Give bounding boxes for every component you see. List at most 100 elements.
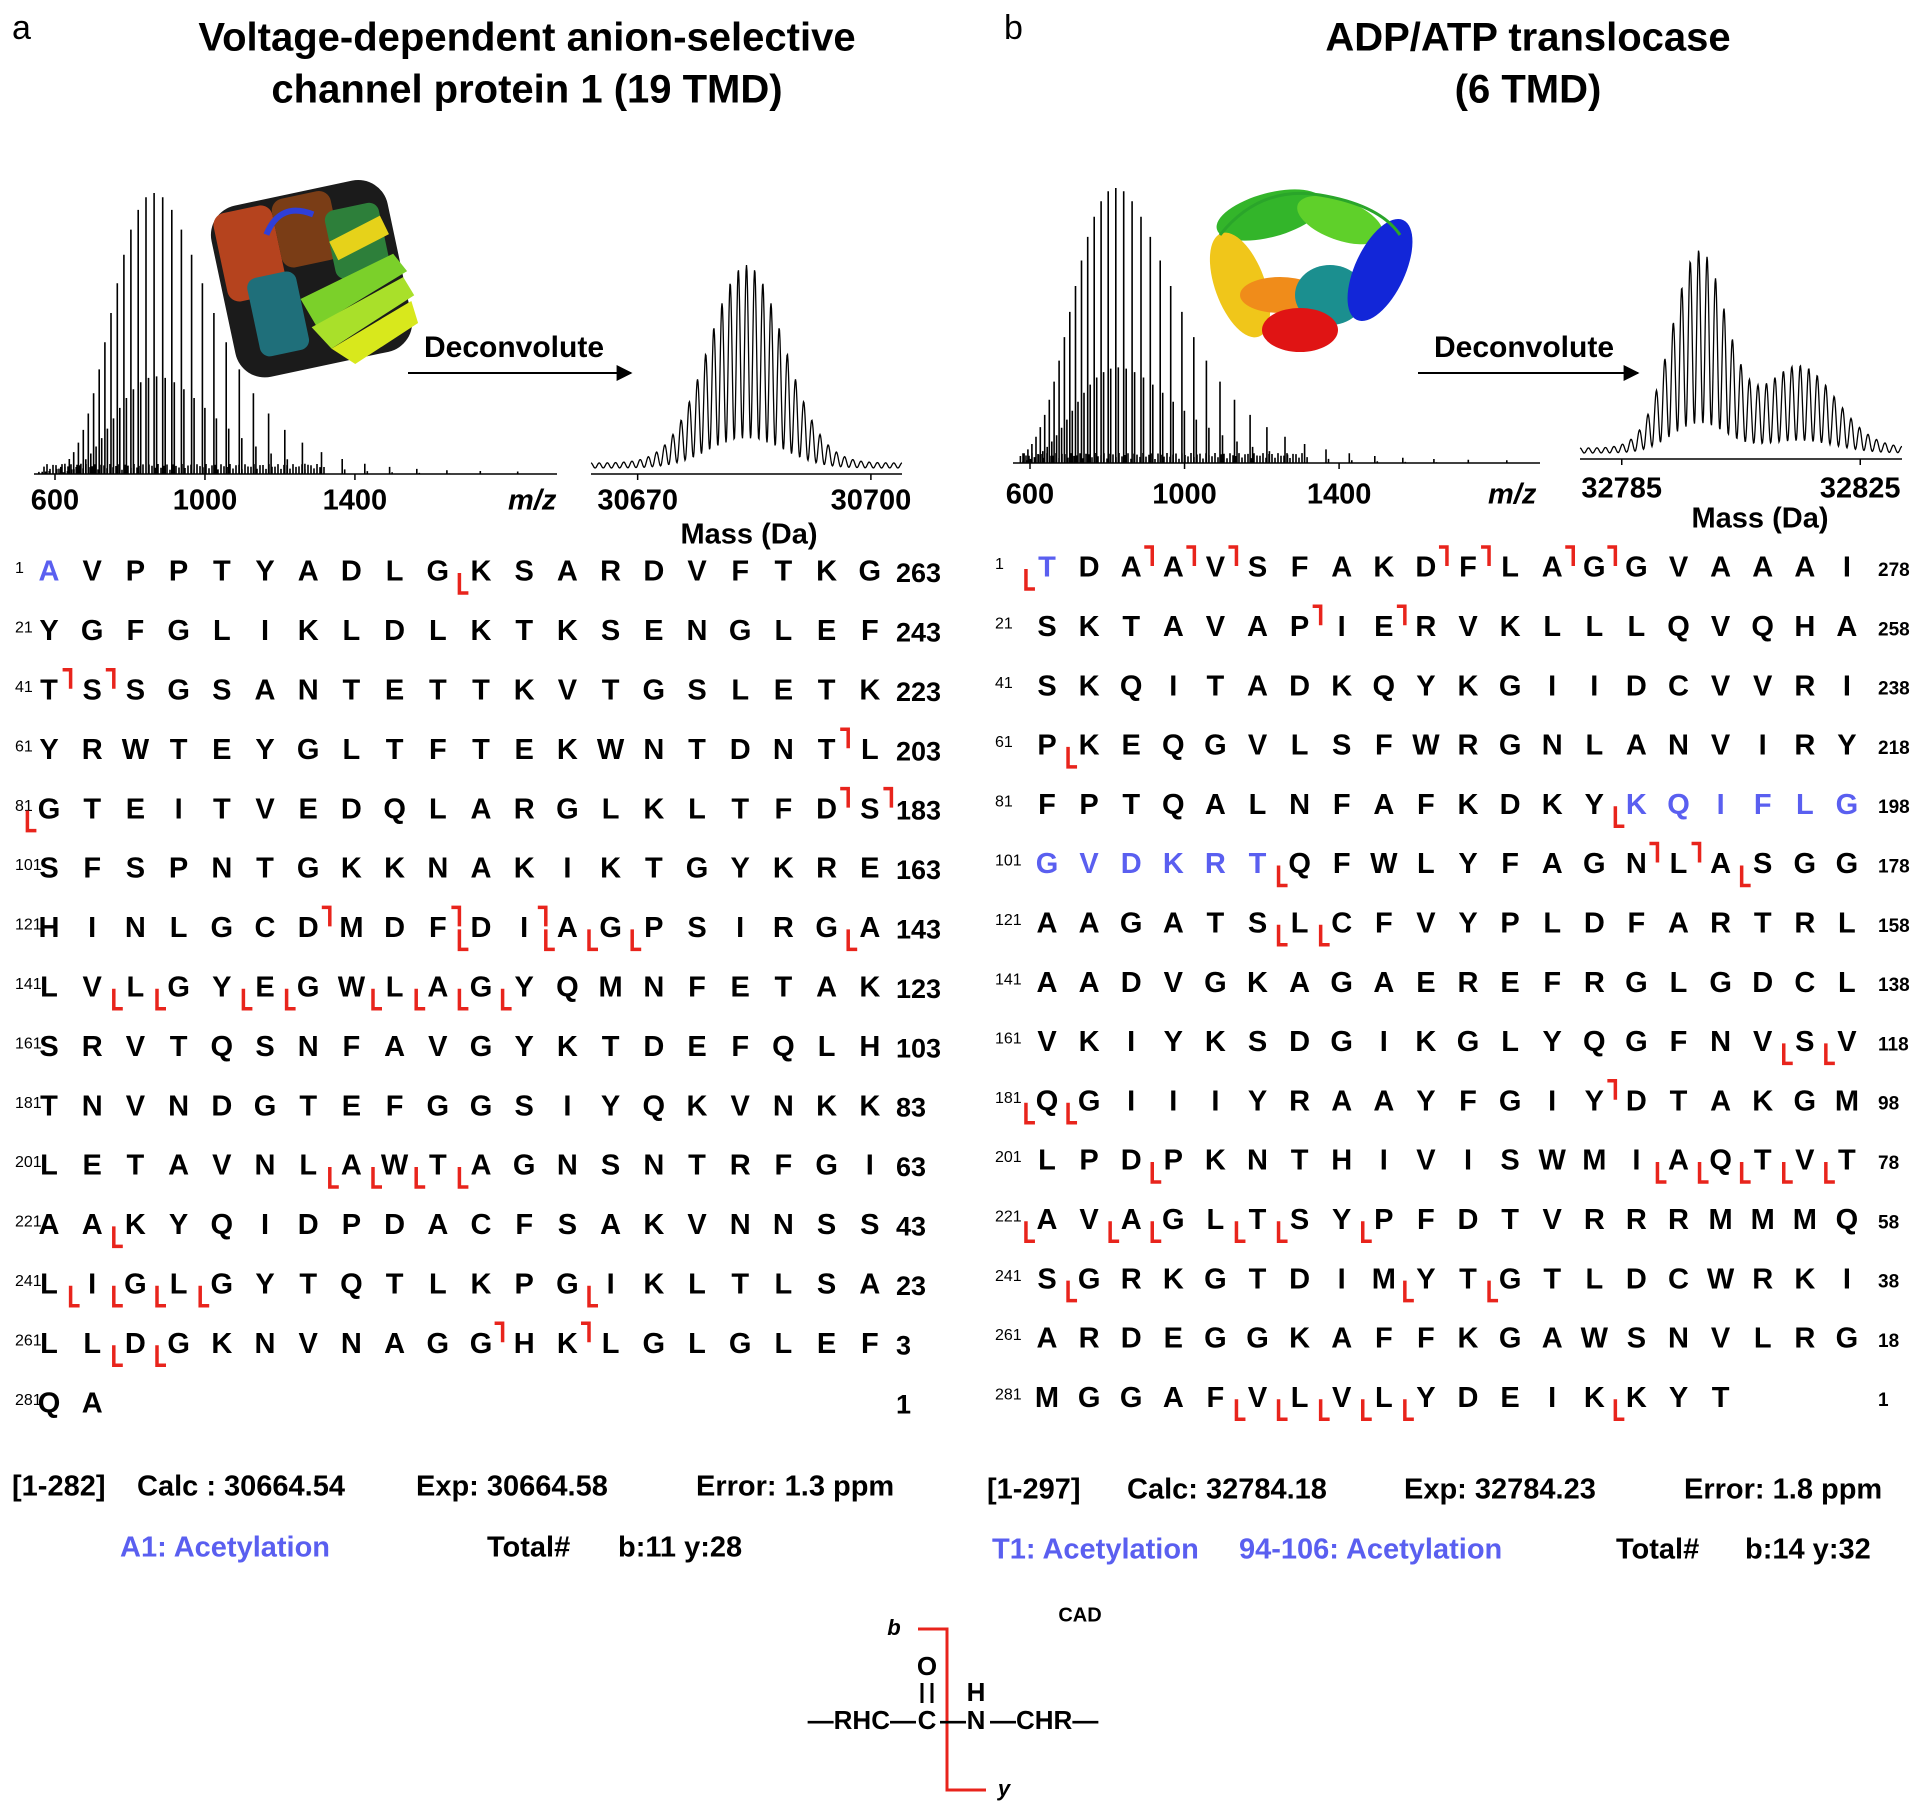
residue: F <box>861 615 879 647</box>
residue: A <box>1037 967 1058 999</box>
residue: T <box>213 793 231 825</box>
residue: R <box>1752 1263 1773 1295</box>
residue: S <box>255 1031 274 1063</box>
residue: Q <box>772 1031 795 1063</box>
residue: V <box>731 1090 751 1122</box>
residue: R <box>1079 1323 1100 1355</box>
residue: N <box>298 674 319 706</box>
residue: A <box>341 1150 362 1182</box>
residue-number: 21 <box>995 616 1013 633</box>
residue: D <box>125 1328 146 1360</box>
residue: L <box>40 1328 58 1360</box>
residue-number: 41 <box>15 679 33 696</box>
residue-number: 241 <box>15 1273 42 1290</box>
residue: V <box>1164 967 1184 999</box>
residue: G <box>859 556 882 588</box>
residue: D <box>211 1090 232 1122</box>
residue: R <box>1458 730 1479 762</box>
residue: K <box>816 556 837 588</box>
residue: F <box>1417 1204 1435 1236</box>
residue: L <box>1543 907 1561 939</box>
residue: Y <box>1332 1204 1351 1236</box>
method-label: CAD <box>1058 1604 1101 1626</box>
y-ion-mark <box>1361 1399 1372 1421</box>
residue: F <box>1333 789 1351 821</box>
residue: D <box>1121 1145 1142 1177</box>
residue: V <box>255 793 275 825</box>
residue: L <box>1670 848 1688 880</box>
residue: A <box>600 1209 621 1241</box>
b-ion-mark <box>105 668 116 689</box>
residue: V <box>1206 552 1226 584</box>
residue-number: 138 <box>1878 975 1910 996</box>
residue: K <box>341 853 362 885</box>
residue: G <box>297 971 320 1003</box>
residue: F <box>1375 1323 1393 1355</box>
residue: Y <box>1164 1026 1183 1058</box>
residue-number: 278 <box>1878 560 1910 581</box>
residue: G <box>1120 907 1143 939</box>
residue: A <box>255 674 276 706</box>
residue: L <box>386 971 404 1003</box>
residue-number: 38 <box>1878 1272 1899 1293</box>
residue: F <box>1459 1085 1477 1117</box>
residue: Y <box>601 1090 620 1122</box>
residue: G <box>211 912 234 944</box>
residue-number: 58 <box>1878 1212 1899 1233</box>
y-ion-mark <box>1361 1221 1372 1244</box>
residue: K <box>643 1209 664 1241</box>
residue: D <box>1415 552 1436 584</box>
residue: D <box>1121 848 1142 880</box>
residue: Q <box>1667 789 1690 821</box>
residue: T <box>1838 1145 1856 1177</box>
residue: K <box>1079 611 1100 643</box>
residue: C <box>1668 1263 1689 1295</box>
y-ion-mark <box>1782 1162 1793 1184</box>
residue: G <box>729 1328 752 1360</box>
residue: V <box>299 1328 319 1360</box>
residue: K <box>1752 1085 1773 1117</box>
residue: D <box>643 556 664 588</box>
b-ion-mark <box>1396 604 1407 626</box>
deconvoluted-trace <box>1579 250 1903 454</box>
residue: G <box>38 793 61 825</box>
residue: K <box>1247 967 1268 999</box>
y-ion-mark <box>112 1345 123 1367</box>
residue: A <box>384 1328 405 1360</box>
residue: G <box>1499 670 1522 702</box>
residue: N <box>298 1031 319 1063</box>
residue: D <box>1626 670 1647 702</box>
residue: A <box>82 1209 103 1241</box>
residue: L <box>1754 1323 1772 1355</box>
residue: S <box>1248 552 1267 584</box>
residue: K <box>1079 670 1100 702</box>
residue: G <box>211 1268 234 1300</box>
residue: A <box>1710 552 1731 584</box>
residue-number: 281 <box>995 1386 1022 1403</box>
x-axis-label: m/z <box>508 485 557 517</box>
residue: L <box>343 615 361 647</box>
residue: S <box>83 674 102 706</box>
residue: V <box>1458 611 1478 643</box>
residue: L <box>1585 611 1603 643</box>
residue: N <box>1542 730 1563 762</box>
y-ion-mark <box>1276 1399 1288 1421</box>
residue: D <box>1289 670 1310 702</box>
residue: A <box>1542 552 1563 584</box>
residue: Y <box>39 734 58 766</box>
residue: K <box>1500 611 1521 643</box>
residue: Q <box>1162 789 1185 821</box>
residue: K <box>859 1090 880 1122</box>
residue-number: 81 <box>995 793 1013 810</box>
y-ion-mark <box>1024 569 1035 591</box>
residue: L <box>731 674 749 706</box>
residue: E <box>731 971 750 1003</box>
residue: I <box>1843 1263 1851 1295</box>
residue-number: 158 <box>1878 916 1910 937</box>
y-ion-mark <box>587 929 598 952</box>
residue: A <box>1331 1323 1352 1355</box>
residue: I <box>1338 611 1346 643</box>
b-ion-mark <box>1144 545 1154 566</box>
residue: F <box>1417 1323 1435 1355</box>
residue: G <box>470 1031 493 1063</box>
